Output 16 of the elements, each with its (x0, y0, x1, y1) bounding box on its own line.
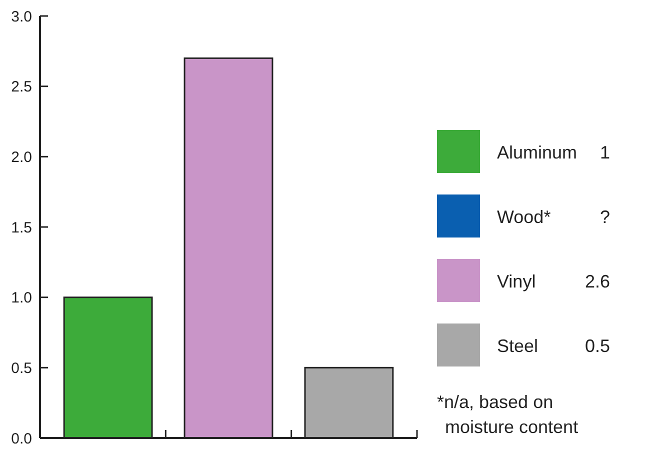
y-tick-label: 2.0 (11, 148, 32, 166)
y-tick-label: 0.0 (11, 430, 32, 448)
y-tick-label: 3.0 (11, 8, 32, 26)
legend-label: Wood* (497, 206, 551, 227)
y-tick-label: 2.5 (11, 78, 32, 96)
text: 1 (600, 142, 610, 162)
text: *n/a, based on moisture content (437, 392, 578, 437)
y-tick-label: 0.5 (11, 360, 32, 377)
y-tick-label: 1.0 (11, 290, 32, 307)
legend-label: Aluminum (497, 142, 578, 162)
text: 2.6 (584, 271, 610, 292)
text: ? (600, 206, 610, 227)
y-tick-label: 1.5 (11, 219, 32, 236)
legend-label: Vinyl (497, 271, 536, 292)
text: 0.5 (584, 336, 610, 356)
legend-label: Steel (497, 336, 538, 356)
